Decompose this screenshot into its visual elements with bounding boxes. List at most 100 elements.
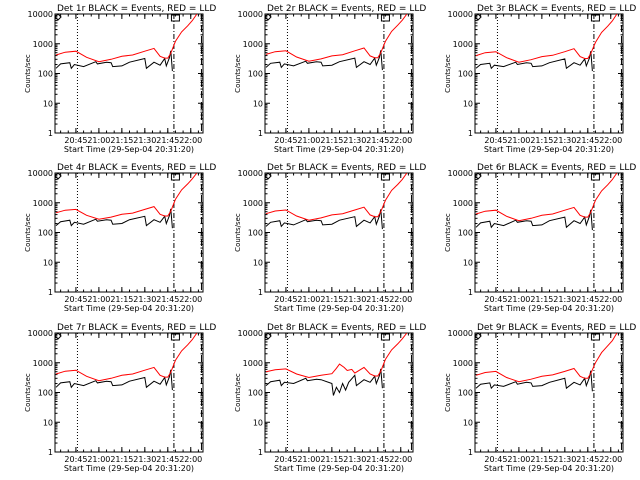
x-tick-label: 21:30	[343, 455, 366, 464]
diamond-marker	[264, 13, 272, 21]
x-axis-label: Start Time (29-Sep-04 20:31:20)	[484, 464, 614, 473]
x-tick-label: 21:15	[110, 295, 133, 304]
x-tick-label: 22:00	[179, 136, 202, 145]
chart-panel-4: Det 4r BLACK = Events, RED = LLD 1 10 100 10…	[24, 163, 216, 313]
x-tick-label: 21:45	[156, 136, 179, 145]
y-axis-label: Counts/sec	[234, 213, 242, 252]
x-tick-label: 20:45	[274, 136, 297, 145]
x-tick-label: 22:00	[179, 295, 202, 304]
plot-frame	[474, 13, 624, 134]
plot-frame	[54, 332, 204, 453]
x-tick-label: 21:15	[320, 295, 343, 304]
box-marker	[170, 173, 180, 181]
y-tick-label: 1	[258, 448, 263, 457]
box-marker	[170, 333, 180, 341]
x-tick-label: 20:45	[484, 455, 507, 464]
series-events-line	[475, 209, 593, 231]
x-tick-label: 22:00	[389, 455, 412, 464]
series-events-line	[55, 369, 173, 391]
y-tick-label: 1	[468, 288, 473, 297]
y-tick-label: 10000	[28, 10, 53, 19]
x-tick-label: 21:15	[320, 136, 343, 145]
y-tick-label: 100	[458, 229, 473, 238]
series-lld-line	[55, 173, 198, 220]
y-tick-label: 10	[463, 418, 473, 427]
y-tick-label: 1	[258, 288, 263, 297]
y-tick-label: 10000	[28, 329, 53, 338]
x-tick-label: 21:00	[87, 455, 110, 464]
x-tick-label: 21:00	[507, 136, 530, 145]
series-events-line	[265, 50, 383, 71]
x-axis-label: Start Time (29-Sep-04 20:31:20)	[484, 304, 614, 313]
diamond-marker	[474, 332, 482, 340]
x-tick-label: 21:15	[530, 455, 553, 464]
x-tick-label: 20:45	[64, 455, 87, 464]
y-tick-label: 100	[38, 229, 53, 238]
x-tick-label: 21:30	[133, 136, 156, 145]
y-tick-label: 10	[253, 99, 263, 108]
x-tick-label: 21:00	[507, 295, 530, 304]
y-axis-label: Counts/sec	[444, 373, 452, 412]
y-tick-label: 10	[43, 258, 53, 267]
y-tick-label: 100	[248, 229, 263, 238]
y-tick-label: 10000	[28, 169, 53, 178]
x-tick-label: 21:00	[87, 136, 110, 145]
x-tick-label: 21:30	[133, 455, 156, 464]
chart-panel-5: Det 5r BLACK = Events, RED = LLD 1 10 100 10…	[234, 163, 426, 313]
box-marker	[590, 333, 600, 341]
x-tick-label: 21:00	[87, 295, 110, 304]
series-events-line	[475, 51, 593, 72]
x-tick-label: 20:45	[64, 136, 87, 145]
y-tick-label: 10	[253, 418, 263, 427]
x-tick-label: 21:00	[297, 295, 320, 304]
x-tick-label: 21:45	[576, 136, 599, 145]
plot-frame	[54, 13, 204, 134]
plot-frame	[474, 172, 624, 293]
x-tick-label: 21:00	[297, 136, 320, 145]
series-events-line	[265, 209, 383, 230]
y-tick-label: 10000	[238, 10, 263, 19]
y-tick-label: 10	[463, 99, 473, 108]
y-tick-label: 10	[43, 418, 53, 427]
box-marker	[590, 14, 600, 22]
y-tick-label: 1000	[33, 40, 53, 49]
series-lld-line	[475, 333, 618, 383]
chart-panel-7: Det 7r BLACK = Events, RED = LLD 1 10 100 10…	[24, 323, 216, 473]
y-tick-label: 1	[48, 448, 53, 457]
chart-title: Det 9r BLACK = Events, RED = LLD	[477, 323, 636, 333]
y-tick-label: 100	[458, 389, 473, 398]
x-tick-label: 22:00	[389, 136, 412, 145]
x-axis-label: Start Time (29-Sep-04 20:31:20)	[64, 464, 194, 473]
x-tick-label: 22:00	[599, 295, 622, 304]
x-axis-label: Start Time (29-Sep-04 20:31:20)	[64, 145, 194, 154]
y-tick-label: 1	[468, 129, 473, 138]
x-axis-label: Start Time (29-Sep-04 20:31:20)	[484, 145, 614, 154]
x-tick-label: 21:30	[553, 295, 576, 304]
y-tick-label: 10	[43, 99, 53, 108]
y-tick-label: 1000	[453, 359, 473, 368]
x-tick-label: 21:45	[156, 295, 179, 304]
box-marker	[380, 173, 390, 181]
y-tick-label: 100	[38, 389, 53, 398]
y-tick-label: 100	[38, 70, 53, 79]
diamond-marker	[474, 172, 482, 180]
series-lld-line	[55, 333, 198, 382]
y-axis-label: Counts/sec	[444, 213, 452, 252]
x-axis-label: Start Time (29-Sep-04 20:31:20)	[274, 464, 404, 473]
y-tick-label: 1000	[453, 199, 473, 208]
y-tick-label: 10000	[238, 169, 263, 178]
y-tick-label: 1	[48, 129, 53, 138]
y-tick-label: 1000	[243, 199, 263, 208]
y-tick-label: 100	[458, 70, 473, 79]
series-events-line	[55, 208, 173, 229]
chart-title: Det 6r BLACK = Events, RED = LLD	[477, 163, 636, 173]
x-tick-label: 21:00	[507, 455, 530, 464]
y-tick-label: 1000	[33, 199, 53, 208]
chart-panel-3: Det 3r BLACK = Events, RED = LLD 1 10 100 10…	[444, 4, 636, 154]
box-marker	[170, 14, 180, 22]
x-tick-label: 21:15	[530, 136, 553, 145]
y-tick-label: 10000	[448, 329, 473, 338]
x-tick-label: 21:30	[133, 295, 156, 304]
series-lld-line	[265, 173, 408, 221]
series-events-line	[55, 50, 173, 72]
